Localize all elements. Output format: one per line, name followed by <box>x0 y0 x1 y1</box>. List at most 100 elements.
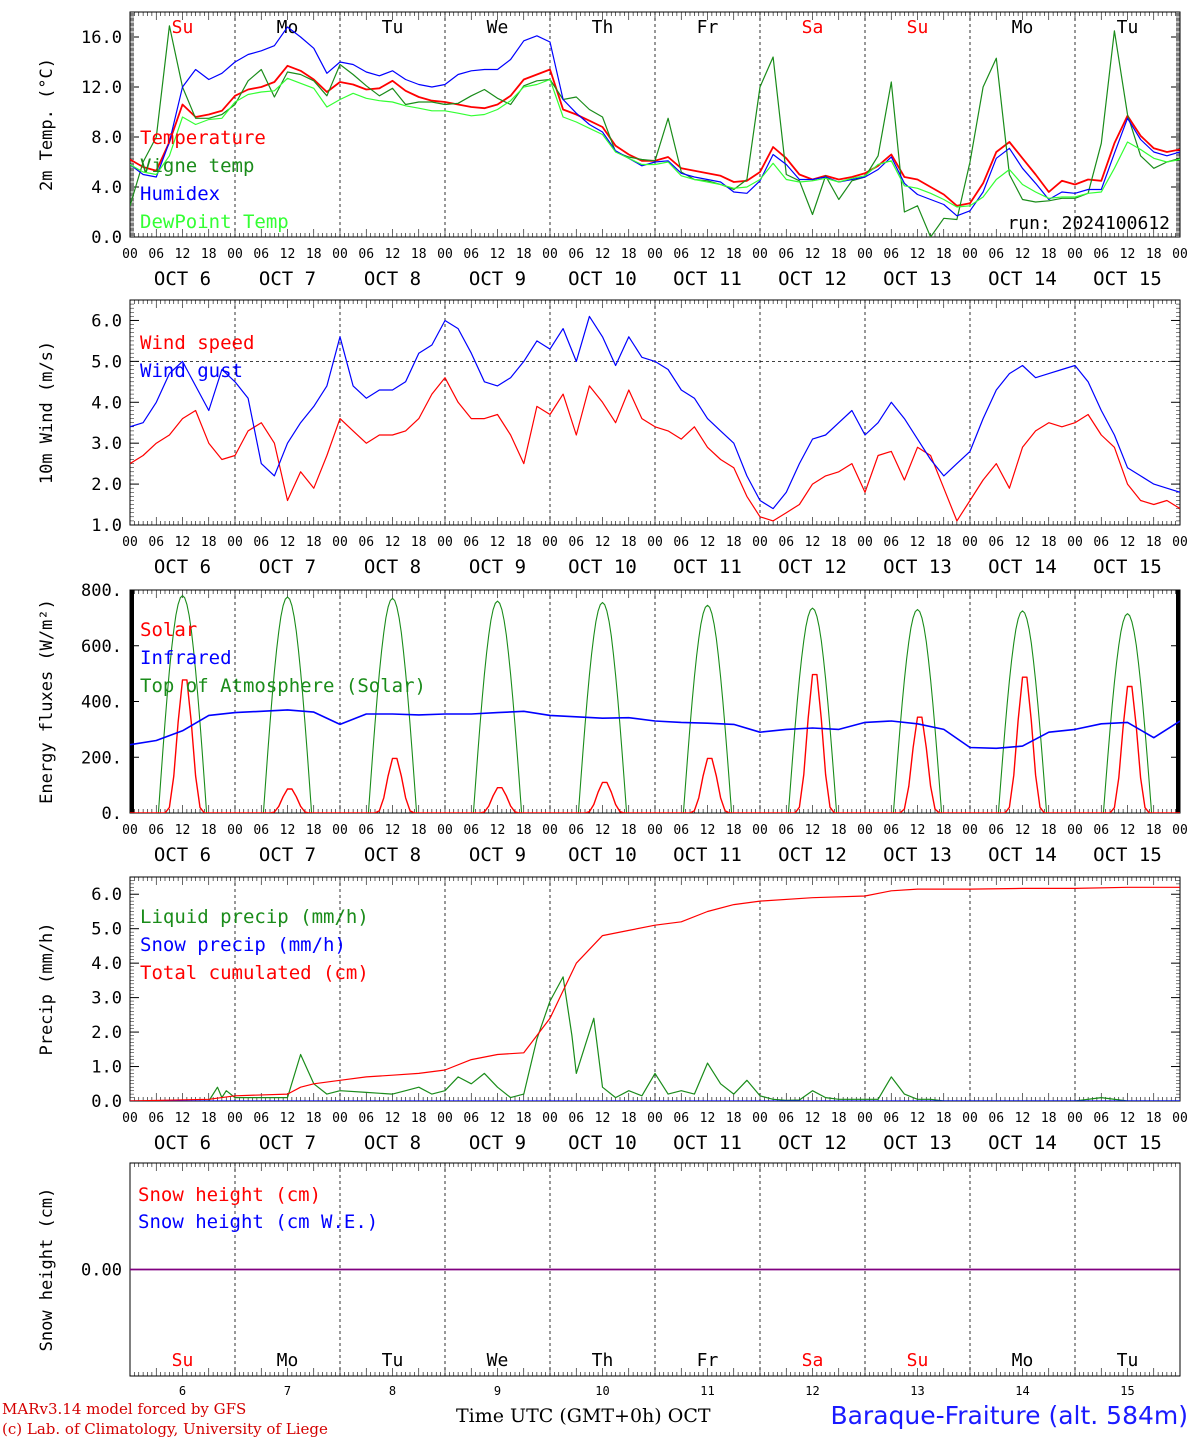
y-tick-label: 3.0 <box>91 434 122 454</box>
hour-tick-label: 06 <box>253 535 269 550</box>
plot-frame <box>130 590 1180 813</box>
day-name-label: Tu <box>1117 17 1139 38</box>
date-label: OCT 9 <box>469 556 526 578</box>
date-label: OCT 13 <box>883 268 952 290</box>
hour-tick-label: 18 <box>621 535 637 550</box>
y-tick-label: 5.0 <box>91 352 122 372</box>
y-tick-label: 8.0 <box>91 128 122 148</box>
y-tick-label: 4.0 <box>91 393 122 413</box>
legend-entry: Wind speed <box>140 332 254 354</box>
hour-tick-label: 06 <box>463 247 479 262</box>
hour-tick-label: 00 <box>1067 247 1083 262</box>
date-label: OCT 10 <box>568 556 637 578</box>
hour-tick-label: 00 <box>542 247 558 262</box>
hour-tick-label: 00 <box>332 535 348 550</box>
hour-tick-label: 12 <box>490 535 506 550</box>
day-name-label: Mo <box>1012 17 1034 38</box>
hour-tick-label: 18 <box>621 247 637 262</box>
y-axis-title: 10m Wind (m/s) <box>37 341 57 484</box>
hour-tick-label: 18 <box>411 535 427 550</box>
hour-tick-label: 12 <box>175 247 191 262</box>
hour-tick-label: 00 <box>647 247 663 262</box>
hour-tick-label: 18 <box>306 247 322 262</box>
hour-tick-label: 06 <box>988 247 1004 262</box>
hour-tick-label: 06 <box>673 247 689 262</box>
hour-tick-label: 06 <box>568 247 584 262</box>
hour-tick-label: 18 <box>726 535 742 550</box>
hour-tick-label: 18 <box>201 247 217 262</box>
hour-tick-label: 06 <box>778 247 794 262</box>
hour-tick-label: 12 <box>700 535 716 550</box>
date-label: OCT 10 <box>568 268 637 290</box>
hour-tick-label: 18 <box>936 247 952 262</box>
hour-tick-label: 00 <box>962 535 978 550</box>
hour-tick-label: 06 <box>883 247 899 262</box>
date-label: OCT 15 <box>1093 556 1162 578</box>
series-group <box>130 316 1180 521</box>
hour-tick-label: 00 <box>1172 247 1188 262</box>
day-name-label: Sa <box>802 17 824 38</box>
day-name-label: Fr <box>697 17 719 38</box>
day-name-label: Su <box>907 17 929 38</box>
hour-tick-label: 00 <box>227 247 243 262</box>
date-label: OCT 6 <box>154 268 211 290</box>
legend-entry: Wind gust <box>140 360 243 382</box>
hour-tick-label: 12 <box>175 535 191 550</box>
hour-tick-label: 06 <box>568 535 584 550</box>
hour-tick-label: 18 <box>1041 535 1057 550</box>
hour-tick-label: 00 <box>752 247 768 262</box>
hour-tick-label: 00 <box>332 247 348 262</box>
hour-tick-label: 06 <box>988 535 1004 550</box>
date-label: OCT 11 <box>673 268 742 290</box>
hour-tick-label: 00 <box>227 535 243 550</box>
hour-tick-label: 12 <box>595 247 611 262</box>
hour-tick-label: 12 <box>805 247 821 262</box>
hour-tick-label: 06 <box>358 535 374 550</box>
date-label: OCT 9 <box>469 268 526 290</box>
legend-entry: DewPoint Temp <box>140 211 289 233</box>
hour-tick-label: 18 <box>1041 247 1057 262</box>
day-name-label: Tu <box>382 17 404 38</box>
hour-tick-label: 18 <box>306 535 322 550</box>
hour-tick-label: 06 <box>673 535 689 550</box>
hour-tick-label: 00 <box>1172 535 1188 550</box>
legend-entry: Vigne temp <box>140 155 254 177</box>
date-label: OCT 8 <box>364 268 421 290</box>
hour-tick-label: 06 <box>463 535 479 550</box>
hour-tick-label: 00 <box>857 535 873 550</box>
hour-tick-label: 18 <box>1146 535 1162 550</box>
hour-tick-label: 00 <box>122 247 138 262</box>
hour-tick-label: 12 <box>1120 535 1136 550</box>
hour-tick-label: 12 <box>1120 247 1136 262</box>
date-label: OCT 12 <box>778 556 847 578</box>
hour-tick-label: 12 <box>595 535 611 550</box>
y-axis-title: 2m Temp. (°C) <box>37 58 57 191</box>
hour-tick-label: 06 <box>1093 247 1109 262</box>
y-tick-label: 16.0 <box>81 28 122 48</box>
y-tick-label: 12.0 <box>81 78 122 98</box>
hour-tick-label: 12 <box>385 535 401 550</box>
legend-entry: Humidex <box>140 183 220 205</box>
day-name-label: Su <box>172 17 194 38</box>
hour-tick-label: 00 <box>122 535 138 550</box>
hour-tick-label: 18 <box>726 247 742 262</box>
hour-tick-label: 18 <box>831 247 847 262</box>
hour-tick-label: 12 <box>385 247 401 262</box>
hour-tick-label: 12 <box>910 535 926 550</box>
hour-tick-label: 12 <box>805 535 821 550</box>
hour-tick-label: 06 <box>778 535 794 550</box>
hour-tick-label: 06 <box>358 247 374 262</box>
hour-tick-label: 18 <box>411 247 427 262</box>
hour-tick-label: 00 <box>542 535 558 550</box>
date-label: OCT 6 <box>154 556 211 578</box>
date-label: OCT 7 <box>259 268 316 290</box>
hour-tick-label: 12 <box>280 247 296 262</box>
hour-tick-label: 00 <box>962 247 978 262</box>
date-label: OCT 14 <box>988 556 1057 578</box>
date-label: OCT 13 <box>883 556 952 578</box>
hour-tick-label: 18 <box>1146 247 1162 262</box>
plot-frame <box>130 12 1180 237</box>
hour-tick-label: 06 <box>1093 535 1109 550</box>
